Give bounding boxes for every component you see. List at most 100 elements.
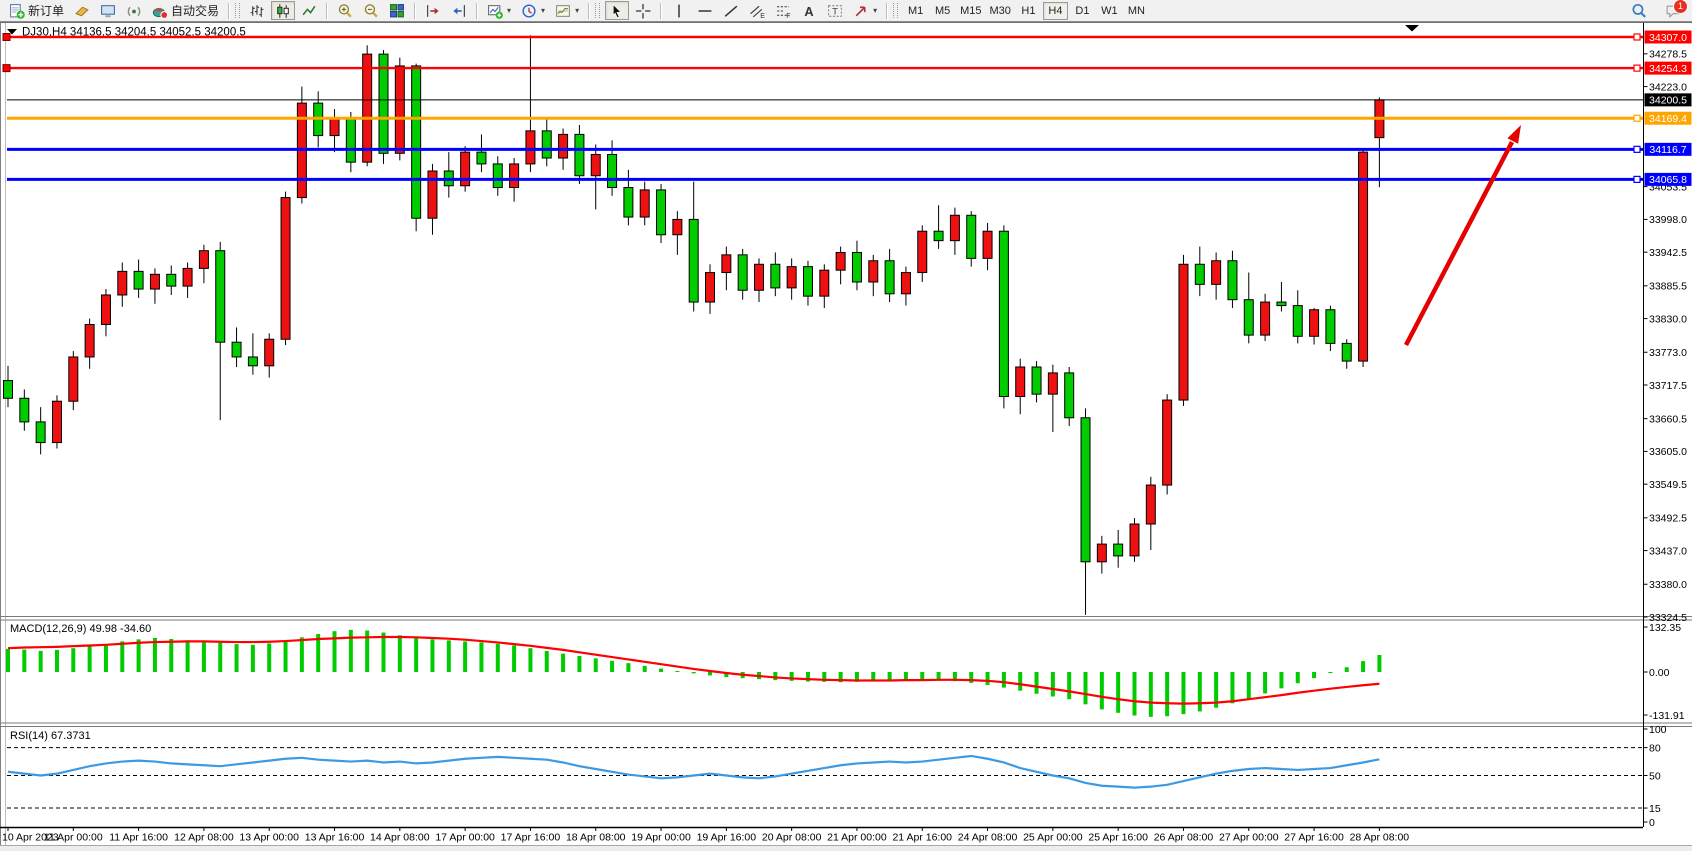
line-chart-button[interactable] [297,1,321,20]
macd-bar [87,646,92,672]
candle [19,389,30,431]
price-tick-label: 33885.5 [1649,281,1687,293]
timeframe-M1[interactable]: M1 [903,2,928,20]
template-button[interactable]: ▾ [551,1,583,20]
timeframe-W1[interactable]: W1 [1097,2,1122,20]
price-axis[interactable]: 34278.534223.034053.533998.033942.533885… [1643,23,1692,829]
line-handle[interactable] [1633,33,1641,41]
candle [835,246,846,285]
timeframe-D1-label: D1 [1075,4,1090,17]
macd-bar [348,629,353,672]
candle [949,207,960,255]
macd-bar [1099,672,1104,710]
profiles-button[interactable] [70,1,94,20]
timeframe-D1[interactable]: D1 [1070,2,1095,20]
vertical-line-button[interactable] [667,1,691,20]
candle [35,407,46,455]
candlestick-chart-button[interactable] [271,1,296,20]
timeframe-MN-label: MN [1127,4,1145,17]
time-tick-label: 19 Apr 16:00 [697,832,757,844]
line-handle[interactable] [1633,145,1641,153]
macd-bar [1312,672,1317,679]
line-handle[interactable] [2,64,11,73]
toolbar-group: E F A T ▾ [666,0,882,22]
macd-bar [1263,672,1268,694]
chevron-down-icon[interactable]: ▾ [873,6,878,15]
timeframe-H4[interactable]: H4 [1042,1,1068,20]
time-tick-label: 21 Apr 16:00 [892,832,952,844]
line-handle[interactable] [1633,64,1641,72]
terminal-button[interactable] [96,1,120,20]
text-label-button[interactable]: T [823,1,847,20]
period-button[interactable]: ▾ [517,1,549,20]
candle [264,333,275,378]
timeframe-H4-label: H4 [1048,4,1063,17]
toolbar-separator [326,2,329,19]
candle [411,63,422,232]
macd-bar [1279,672,1284,689]
signals-button[interactable] [122,1,146,20]
toolbar-grip[interactable] [595,3,601,18]
trendline-button[interactable] [719,1,743,20]
text-button[interactable]: A [797,1,821,20]
line-handle[interactable] [1633,114,1641,122]
macd-bar [267,643,272,672]
channel-button[interactable]: E [745,1,769,20]
toolbar-group: ▾ ▾ ▾ [482,0,584,22]
auto-scroll-button[interactable] [421,1,445,20]
symbol-dropdown-icon[interactable] [7,29,17,35]
fibonacci-button[interactable]: F [771,1,795,20]
line-handle[interactable] [2,33,11,41]
price-tick-label: 33773.0 [1649,347,1687,359]
new-chart-button[interactable]: ▾ [483,1,515,20]
fibonacci-icon: F [777,5,791,19]
macd-bar [414,637,419,672]
notifications-button[interactable]: 1 [1661,0,1688,21]
chart-shift-marker[interactable] [1405,25,1419,32]
toolbar-grip[interactable] [893,3,899,18]
signal-icon [127,6,141,16]
macd-bar [397,635,402,672]
chevron-down-icon[interactable]: ▾ [507,6,512,15]
toolbar-separator [476,2,479,19]
auto-trading-button[interactable]: 自动交易 [148,1,223,20]
chart-shift-button[interactable] [447,1,471,20]
timeframe-group: M1 M5 M15 M30 H1 H4 D1 W1 MN [902,0,1150,22]
arrow-shapes-icon [855,5,866,16]
macd-tick-label: 0.00 [1649,667,1670,679]
time-tick-label: 13 Apr 00:00 [239,832,299,844]
macd-bar [1295,672,1300,684]
arrows-button[interactable]: ▾ [849,1,881,20]
candle [1341,339,1352,369]
chevron-down-icon[interactable]: ▾ [575,6,580,15]
horizontal-line-button[interactable] [693,1,717,20]
trend-arrow-annotation[interactable] [1404,125,1521,347]
macd-bar [1361,661,1366,672]
macd-panel: MACD(12,26,9) 49.98 -34.60 [6,623,1382,717]
tile-windows-button[interactable] [385,1,409,20]
timeframe-MN[interactable]: MN [1124,2,1149,20]
toolbar-group: 新订单 自动交易 [4,0,224,22]
macd-bar [1001,672,1006,688]
timeframe-H1[interactable]: H1 [1016,2,1041,20]
candle [182,262,193,298]
chevron-down-icon[interactable]: ▾ [541,6,546,15]
candle [1227,250,1238,308]
bar-chart-button[interactable] [245,1,269,20]
crosshair-button[interactable] [631,1,655,20]
candle [753,258,764,303]
timeframe-M15[interactable]: M15 [957,2,984,20]
timeframe-M30[interactable]: M30 [987,2,1014,20]
zoom-in-button[interactable] [333,1,357,20]
timeframe-M5[interactable]: M5 [930,2,955,20]
line-handle[interactable] [1633,175,1641,183]
cursor-button[interactable] [605,1,630,20]
zoom-out-button[interactable] [359,1,383,20]
macd-tick-label: 132.35 [1649,622,1681,634]
new-order-button[interactable]: 新订单 [5,1,68,20]
price-tick-label: 34278.5 [1649,49,1687,61]
search-button[interactable] [1627,2,1651,21]
toolbar-grip[interactable] [235,3,241,18]
